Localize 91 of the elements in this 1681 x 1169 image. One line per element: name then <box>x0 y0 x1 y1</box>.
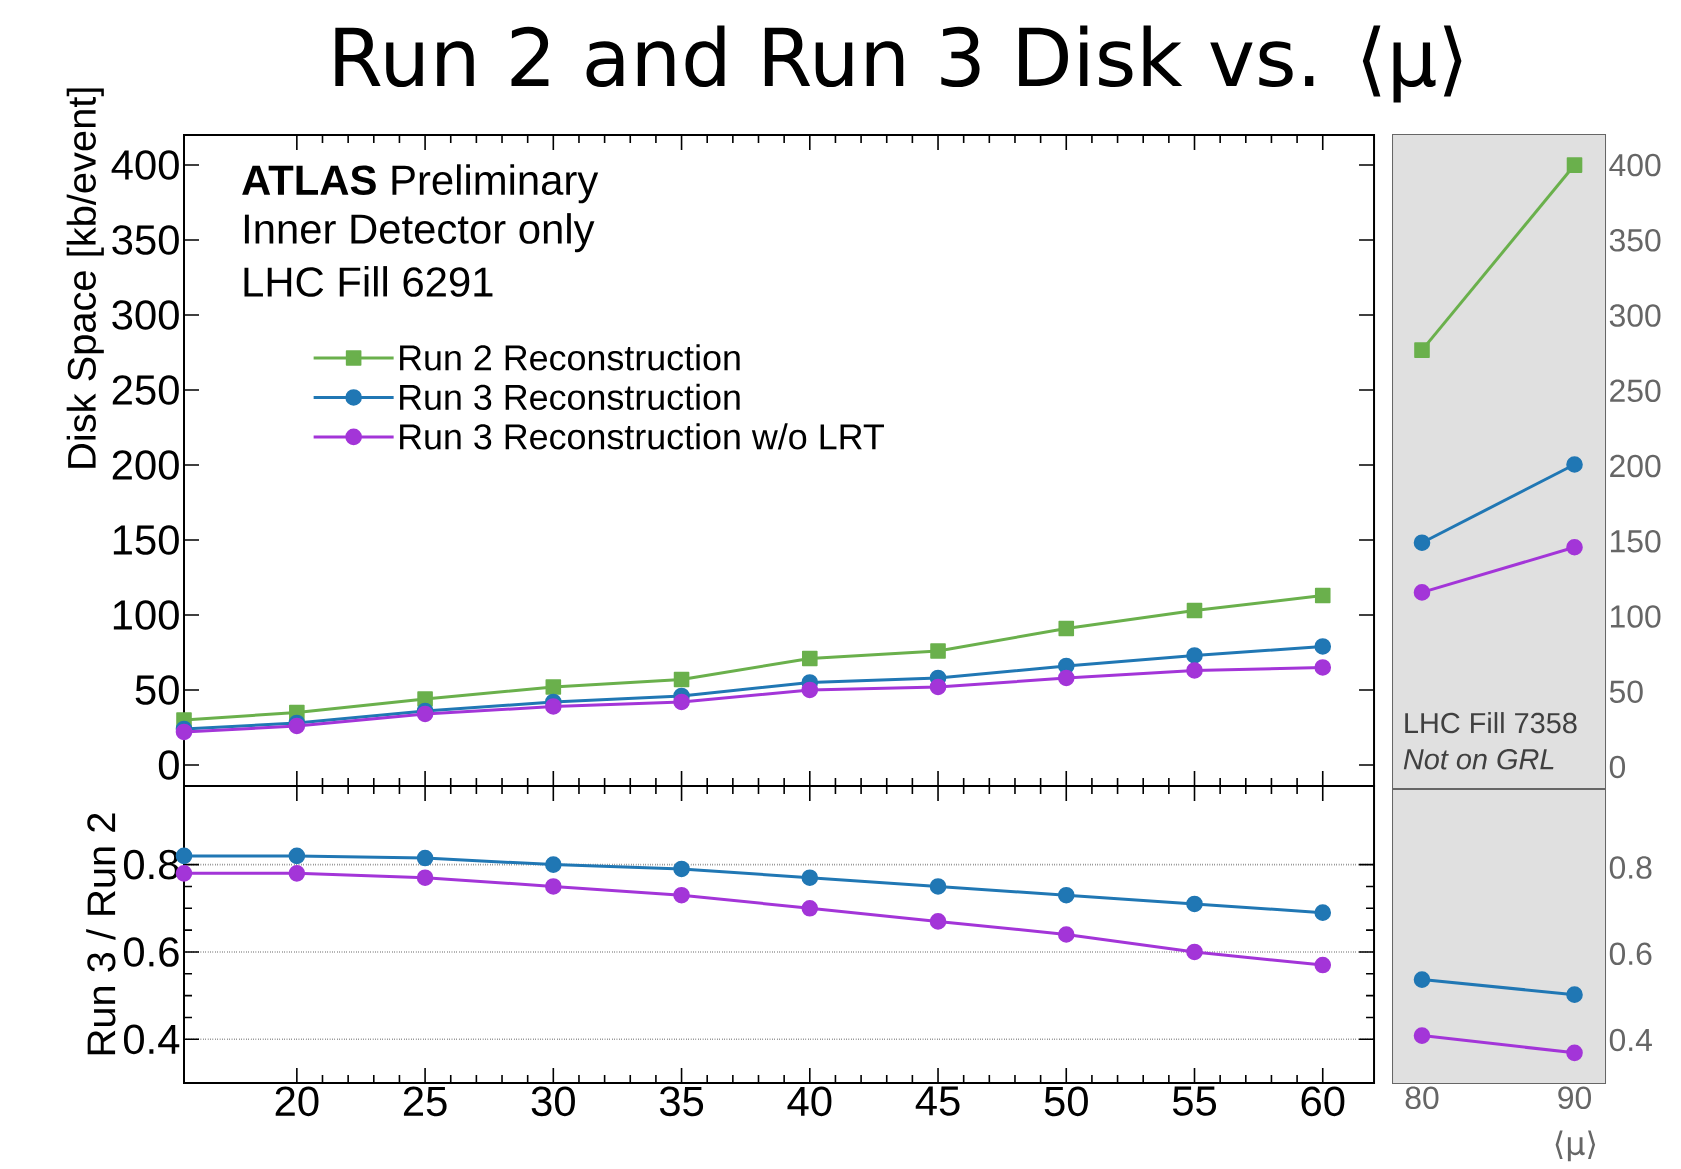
y-tick-label: 250 <box>112 375 179 405</box>
point <box>673 671 690 688</box>
point <box>801 650 818 667</box>
point <box>545 679 562 695</box>
y-tick-label: 0.4 <box>123 1024 180 1055</box>
point <box>1566 1044 1583 1062</box>
point <box>1057 886 1075 904</box>
point <box>1186 662 1203 679</box>
chart-title: Run 2 and Run 3 Disk vs. ⟨μ⟩ <box>335 25 1462 103</box>
point <box>929 878 947 895</box>
y-tick-label: 300 <box>112 300 179 330</box>
point <box>545 878 562 895</box>
point <box>1314 587 1331 604</box>
annotation: Inner Detector only <box>244 213 595 253</box>
point <box>288 847 306 865</box>
y-tick-label: 350 <box>112 225 179 255</box>
y-tick-label: 150 <box>1610 529 1661 553</box>
annotation: ATLAS Preliminary <box>242 164 599 204</box>
point <box>673 860 690 878</box>
y-tick-label: 400 <box>1609 153 1661 177</box>
x-tick-label: 25 <box>403 1086 447 1117</box>
y-tick-label: 0.6 <box>1609 942 1652 966</box>
x-axis-title: ⟨μ⟩ <box>1555 1130 1596 1162</box>
point <box>1186 895 1203 913</box>
y-tick-label: 200 <box>112 450 179 480</box>
point <box>1186 602 1203 619</box>
legend-label: Run 3 Reconstruction w/o LRT <box>400 423 884 450</box>
x-tick-label: 90 <box>1558 1086 1591 1110</box>
point <box>1057 669 1075 687</box>
legend-label: Run 2 Reconstruction <box>400 344 740 371</box>
point <box>1186 943 1203 961</box>
point <box>1057 926 1075 943</box>
point <box>1566 456 1583 473</box>
x-tick-label: 80 <box>1405 1086 1439 1110</box>
y-tick-label: 100 <box>113 600 179 630</box>
point <box>1058 620 1075 637</box>
point <box>1413 584 1431 601</box>
point <box>673 693 690 711</box>
point <box>929 678 947 696</box>
y-tick-label: 50 <box>1609 680 1643 703</box>
x-tick-label: 40 <box>787 1086 832 1117</box>
x-tick-label: 55 <box>1172 1086 1217 1116</box>
y-tick-label: 250 <box>1610 379 1661 403</box>
point <box>1413 534 1431 552</box>
point <box>930 643 946 659</box>
x-tick-label: 20 <box>275 1086 319 1117</box>
y-tick-label: 0 <box>1609 755 1626 779</box>
annotation: LHC Fill 7358 <box>1405 712 1577 734</box>
annotation: Not on GRL <box>1403 749 1554 770</box>
point <box>1414 342 1430 358</box>
point <box>801 681 819 699</box>
y-axis-title: Disk Space [kb/event] <box>66 88 104 468</box>
point <box>545 698 562 715</box>
point <box>288 865 306 882</box>
point <box>673 886 690 904</box>
point <box>801 869 819 887</box>
x-tick-label: 35 <box>659 1086 704 1117</box>
y-tick-label: 200 <box>1610 454 1661 478</box>
point <box>801 899 819 917</box>
y-tick-label: 150 <box>113 525 179 555</box>
point <box>545 856 562 873</box>
y-tick-label: 350 <box>1609 229 1661 252</box>
point <box>1413 971 1431 988</box>
y-tick-label: 0.8 <box>1609 856 1652 879</box>
y-tick-label: 100 <box>1610 605 1661 628</box>
point <box>1314 904 1332 921</box>
y-axis-title: Run 3 / Run 2 <box>86 813 116 1055</box>
point <box>1186 647 1203 664</box>
point <box>1566 986 1583 1003</box>
y-tick-label: 0.6 <box>123 937 179 967</box>
y-tick-label: 0 <box>158 750 179 780</box>
x-tick-label: 60 <box>1301 1086 1345 1117</box>
y-tick-label: 0.8 <box>123 849 179 880</box>
annotation: LHC Fill 6291 <box>244 266 493 297</box>
x-tick-label: 45 <box>915 1086 960 1116</box>
y-tick-label: 0.4 <box>1609 1028 1652 1052</box>
point <box>929 913 947 930</box>
x-tick-label: 50 <box>1044 1086 1088 1117</box>
y-tick-label: 300 <box>1609 304 1661 327</box>
y-tick-label: 50 <box>135 675 179 705</box>
point <box>1314 956 1332 974</box>
point <box>416 869 434 887</box>
point <box>1566 157 1583 173</box>
legend-label: Run 3 Reconstruction <box>400 383 740 411</box>
y-tick-label: 400 <box>111 150 179 180</box>
point <box>1566 538 1583 556</box>
point <box>1314 638 1332 655</box>
x-tick-label: 30 <box>531 1086 575 1117</box>
point <box>1413 1027 1431 1044</box>
point <box>416 849 434 867</box>
point <box>1314 659 1332 676</box>
